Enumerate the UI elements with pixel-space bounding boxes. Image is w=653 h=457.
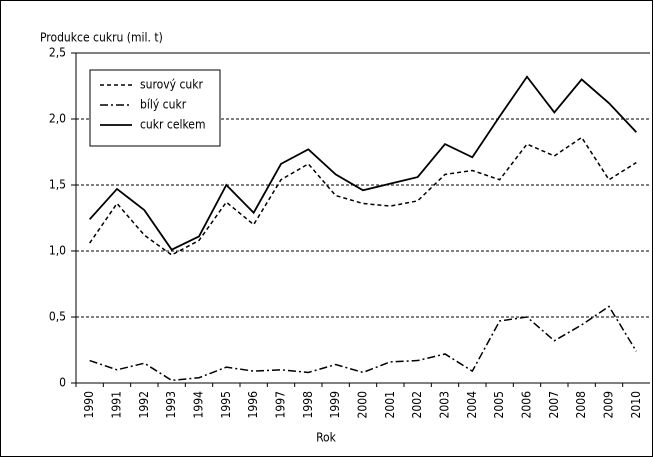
x-tick-label: 1999 [328, 391, 342, 419]
x-tick-label: 1997 [274, 391, 288, 418]
y-tick-label: 0,5 [49, 310, 66, 324]
x-tick-label: 2007 [547, 391, 561, 418]
x-tick-label: 1994 [192, 391, 206, 419]
x-tick-label: 2005 [492, 391, 506, 418]
x-tick-label: 1992 [137, 391, 151, 418]
x-tick-label: 2004 [465, 391, 479, 419]
y-tick-label: 0 [59, 376, 66, 390]
x-tick-label: 2006 [520, 391, 534, 419]
x-tick-label: 2009 [602, 391, 616, 419]
legend-label: cukr celkem [140, 118, 205, 132]
y-tick-label: 1,5 [49, 178, 66, 192]
y-tick-label: 1,0 [49, 244, 66, 258]
x-tick-label: 2000 [356, 391, 370, 419]
x-axis-label: Rok [316, 431, 337, 445]
x-tick-label: 1990 [82, 391, 96, 419]
x-tick-label: 2003 [438, 391, 452, 418]
x-tick-label: 1993 [164, 391, 178, 418]
y-tick-label: 2,0 [49, 112, 66, 126]
x-tick-label: 1996 [246, 391, 260, 419]
x-tick-label: 2008 [574, 391, 588, 419]
legend-label: surový cukr [140, 78, 203, 92]
series-line [88, 75, 637, 251]
x-tick-label: 2010 [629, 391, 643, 419]
x-tick-label: 1991 [110, 391, 124, 418]
legend-label: bílý cukr [140, 98, 187, 112]
y-axis-label: Produkce cukru (mil. t) [40, 31, 163, 45]
x-tick-label: 2002 [410, 391, 424, 418]
legend-box [89, 69, 221, 147]
series-line [89, 136, 637, 256]
x-tick-label: 1995 [219, 391, 233, 418]
series-line [89, 305, 637, 382]
y-tick-label: 2,5 [49, 46, 66, 60]
x-tick-label: 2001 [383, 391, 397, 418]
x-tick-label: 1998 [301, 391, 315, 419]
